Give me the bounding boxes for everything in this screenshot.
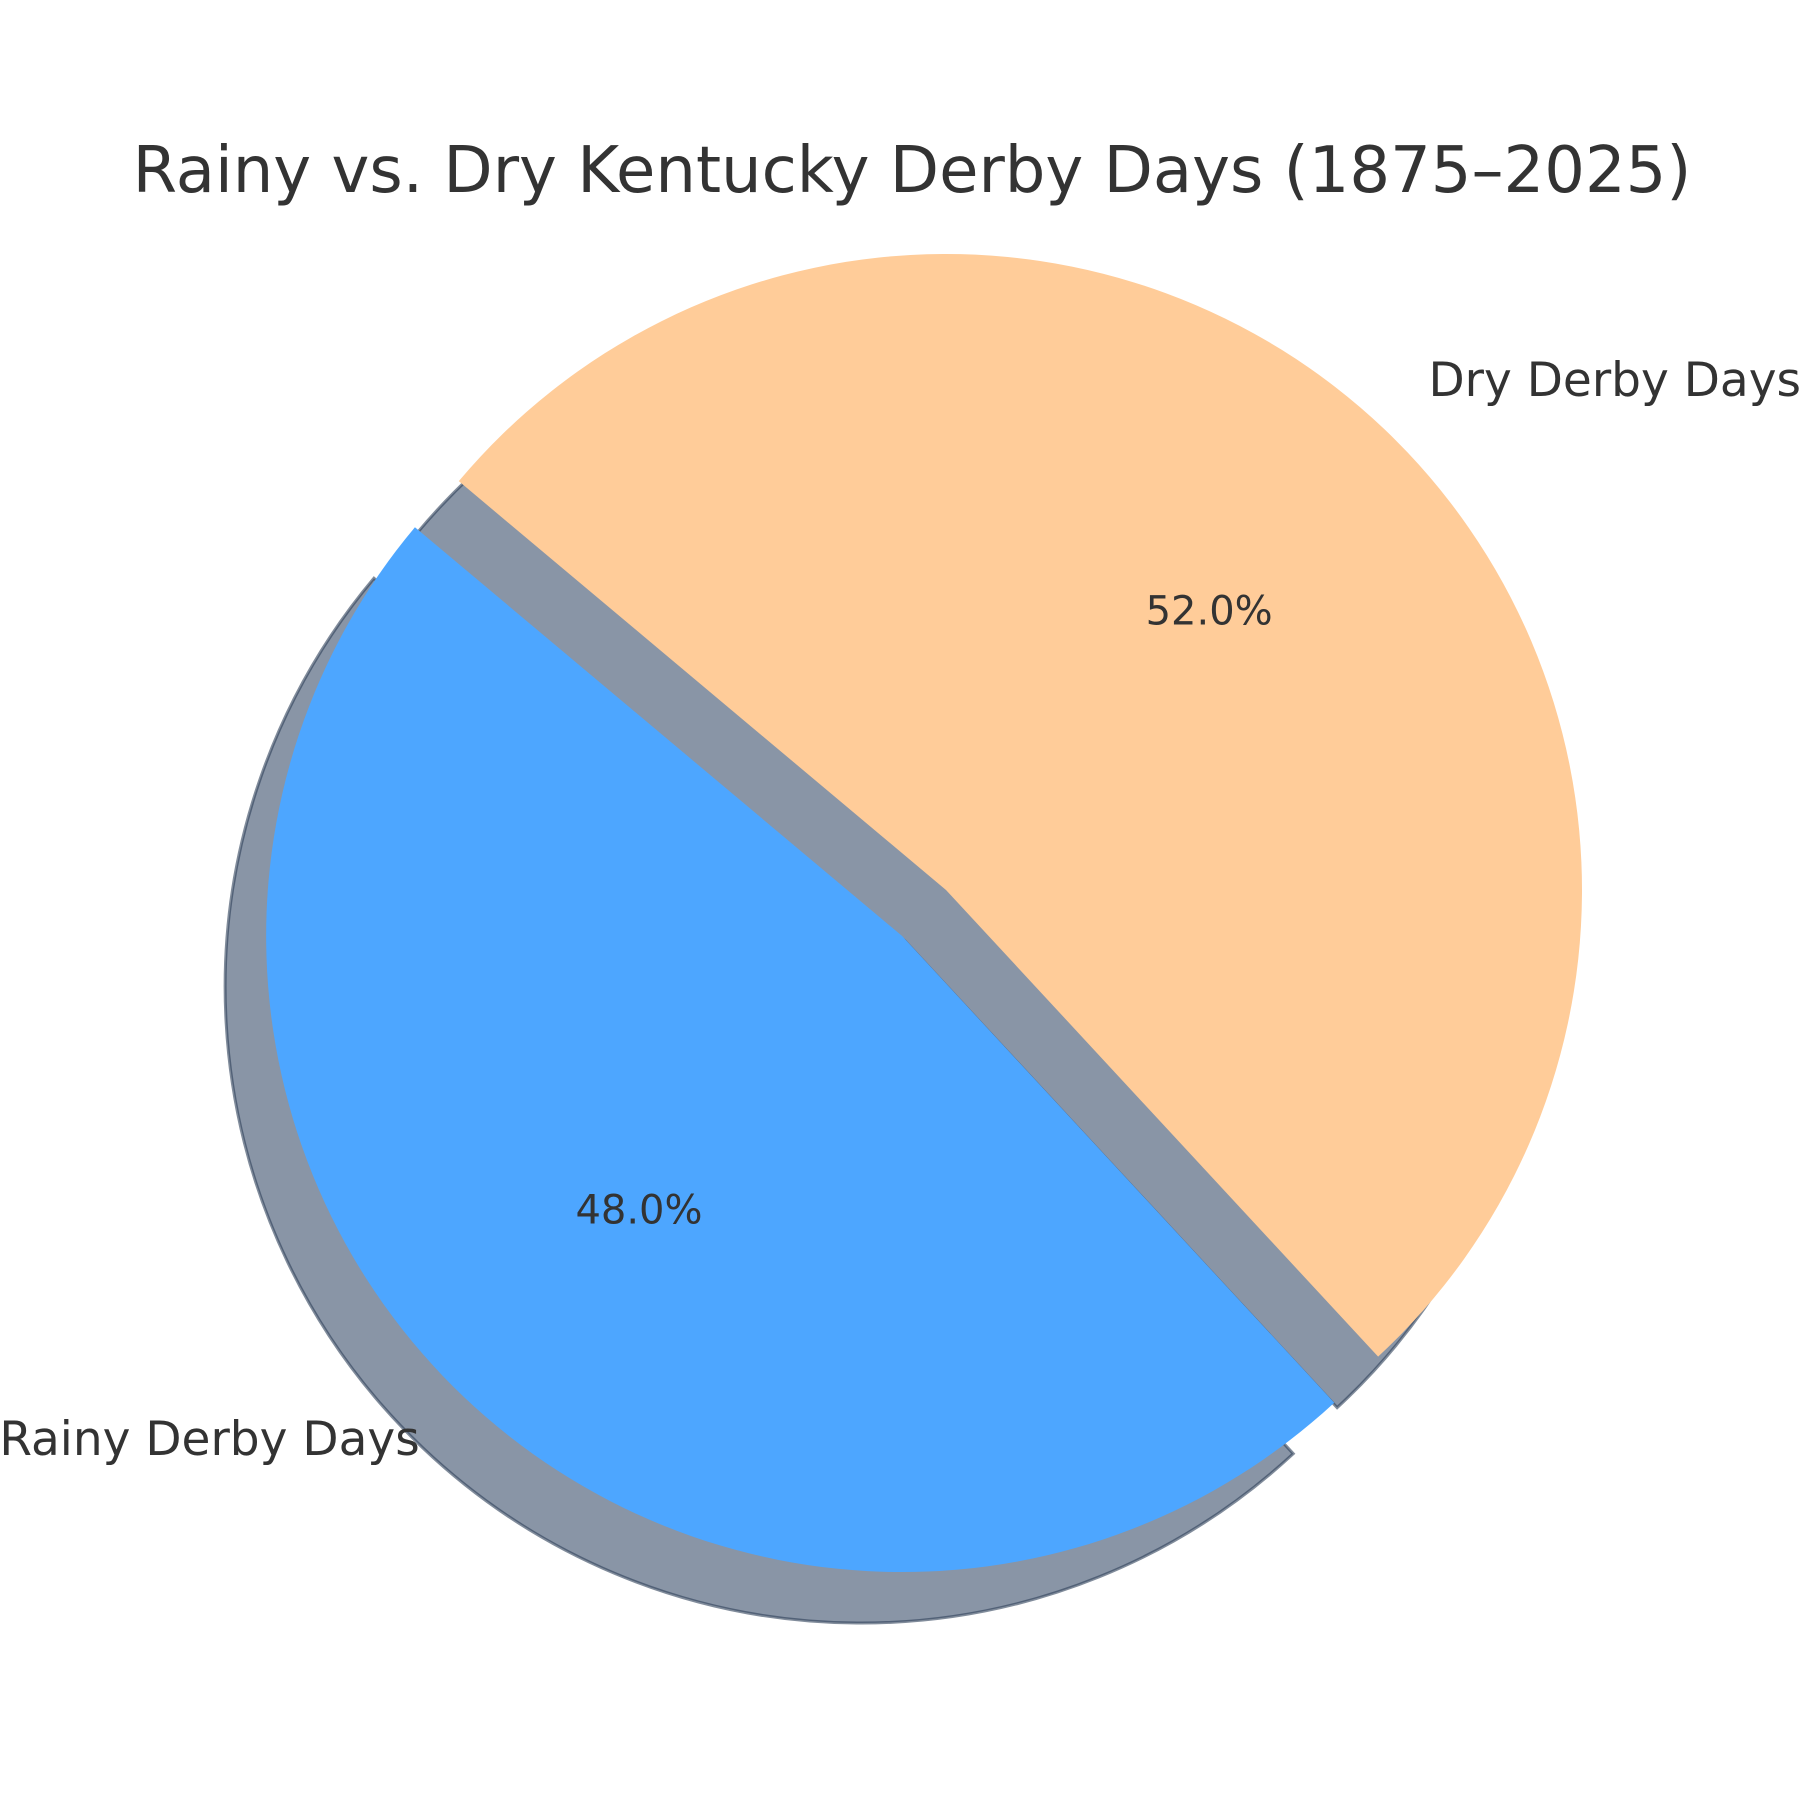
slice-dry-derby-days	[458, 253, 1583, 1357]
slice-label-dry-derby-days: Dry Derby Days	[1428, 353, 1800, 408]
slices	[266, 253, 1583, 1573]
slice-pct-label-dry-derby-days: 52.0%	[1146, 589, 1273, 635]
slice-pct-label-rainy-derby-days: 48.0%	[575, 1187, 702, 1233]
slice-label-rainy-derby-days: Rainy Derby Days	[0, 1412, 420, 1467]
slice-labels: Rainy Derby Days 48.0% Dry Derby Days 52.0%	[0, 353, 1800, 1467]
slice-rainy-derby-days	[266, 527, 1335, 1573]
chart-title: Rainy vs. Dry Kentucky Derby Days (1875–…	[133, 134, 1692, 208]
